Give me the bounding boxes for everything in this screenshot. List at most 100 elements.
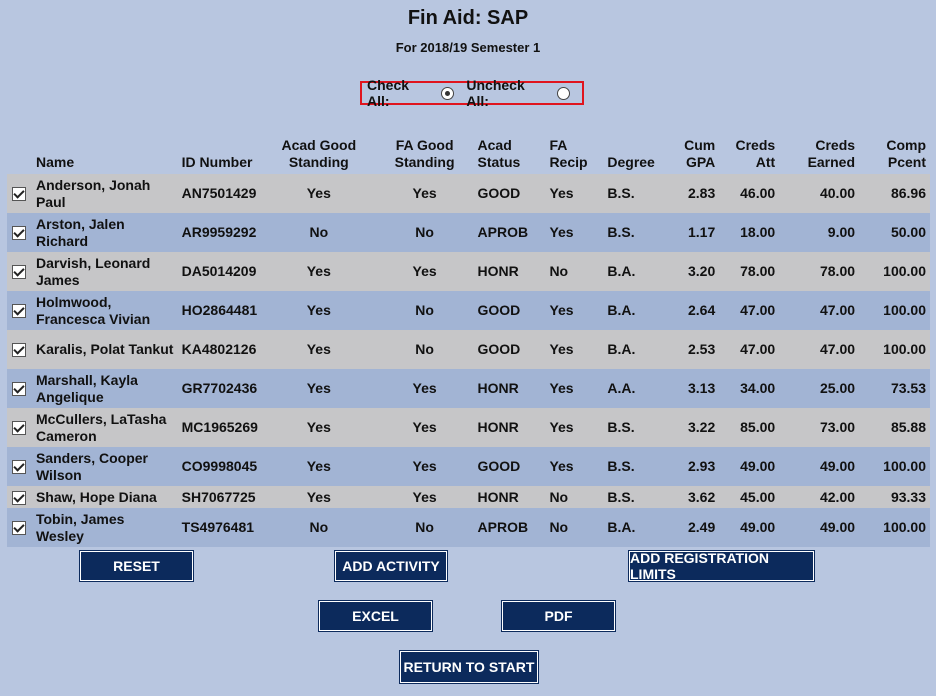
column-header-fa-recip: FA Recip <box>549 137 588 170</box>
cell-name: McCullers, LaTasha Cameron <box>35 410 167 444</box>
cell-comp-pcent: 73.53 <box>890 380 926 396</box>
table-row: McCullers, LaTasha Cameron MC1965269 Yes Ye… <box>7 408 930 447</box>
cell-creds-earned: 47.00 <box>819 302 856 318</box>
cell-name: Anderson, Jonah Paul <box>35 176 151 210</box>
table-header-row: Name ID Number Acad Good Standing FA Goo… <box>7 134 930 174</box>
excel-button[interactable]: EXCEL <box>319 601 432 631</box>
row-checkbox[interactable] <box>12 187 26 202</box>
table-row: Marshall, Kayla Angelique GR7702436 Yes Yes… <box>7 369 930 408</box>
table-row: Karalis, Polat Tankut KA4802126 Yes No GOOD Y… <box>7 330 930 369</box>
column-header-id: ID Number <box>181 154 253 170</box>
cell-creds-att: 47.00 <box>740 302 776 318</box>
cell-fa-good-standing: Yes <box>412 185 437 201</box>
cell-degree: B.A. <box>607 341 636 357</box>
cell-fa-recip: Yes <box>549 419 574 435</box>
return-to-start-button[interactable]: RETURN TO START <box>400 651 538 683</box>
cell-fa-good-standing: No <box>415 341 434 357</box>
cell-acad-good-standing: No <box>309 224 329 240</box>
cell-acad-good-standing: Yes <box>306 419 331 435</box>
row-checkbox[interactable] <box>12 460 26 475</box>
table-row: Darvish, Leonard James DA5014209 Yes Yes HON… <box>7 252 930 291</box>
row-checkbox[interactable] <box>12 226 26 241</box>
cell-cum-gpa: 1.17 <box>688 224 716 240</box>
row-checkbox[interactable] <box>12 265 26 280</box>
row-select-cell <box>7 213 32 252</box>
cell-fa-good-standing: No <box>415 519 434 535</box>
cell-name: Shaw, Hope Diana <box>35 488 157 505</box>
cell-creds-earned: 73.00 <box>819 419 856 435</box>
pdf-button[interactable]: PDF <box>502 601 615 631</box>
cell-creds-att: 47.00 <box>740 341 776 357</box>
cell-acad-good-standing: Yes <box>306 488 331 505</box>
cell-name: Darvish, Leonard James <box>35 254 151 288</box>
row-select-cell <box>7 447 32 486</box>
cell-acad-good-standing: Yes <box>306 302 331 318</box>
cell-creds-att: 46.00 <box>740 185 776 201</box>
cell-creds-att: 78.00 <box>740 263 776 279</box>
column-header-creds-earned: Creds Earned <box>807 137 856 170</box>
cell-acad-good-standing: Yes <box>306 263 331 279</box>
cell-cum-gpa: 2.83 <box>688 185 716 201</box>
row-checkbox[interactable] <box>12 521 26 536</box>
cell-acad-status: GOOD <box>477 458 521 474</box>
cell-acad-good-standing: Yes <box>306 458 331 474</box>
cell-name: Sanders, Cooper Wilson <box>35 449 148 483</box>
cell-creds-att: 18.00 <box>740 224 776 240</box>
column-header-fa-good: FA Good Standing <box>394 137 455 170</box>
cell-comp-pcent: 100.00 <box>883 302 926 318</box>
column-header-creds-att: Creds Att <box>735 137 776 170</box>
cell-name: Holmwood, Francesca Vivian <box>35 293 151 327</box>
table-row: Tobin, James Wesley TS4976481 No No APROB No B… <box>7 508 930 547</box>
column-header-degree: Degree <box>607 154 655 170</box>
column-header-cum-gpa: Cum GPA <box>684 137 716 170</box>
row-checkbox[interactable] <box>12 304 26 319</box>
cell-acad-status: APROB <box>477 519 529 535</box>
row-select-cell <box>7 486 32 508</box>
cell-cum-gpa: 3.13 <box>688 380 716 396</box>
cell-degree: B.S. <box>607 458 635 474</box>
cell-creds-earned: 49.00 <box>819 458 856 474</box>
table-row: Sanders, Cooper Wilson CO9998045 Yes Yes GOO… <box>7 447 930 486</box>
row-select-cell <box>7 330 32 369</box>
cell-creds-earned: 9.00 <box>827 224 856 240</box>
row-checkbox[interactable] <box>12 343 26 358</box>
cell-fa-recip: No <box>549 488 569 505</box>
cell-creds-earned: 40.00 <box>819 185 856 201</box>
cell-degree: B.A. <box>607 519 636 535</box>
uncheck-all-radio[interactable] <box>557 86 570 100</box>
cell-fa-recip: Yes <box>549 341 574 357</box>
cell-degree: A.A. <box>607 380 636 396</box>
cell-creds-earned: 78.00 <box>819 263 856 279</box>
cell-creds-earned: 25.00 <box>819 380 856 396</box>
row-select-cell <box>7 291 32 330</box>
table-row: Holmwood, Francesca Vivian HO2864481 Yes No… <box>7 291 930 330</box>
add-activity-button[interactable]: ADD ACTIVITY <box>335 551 447 581</box>
column-header-acad-status: Acad Status <box>477 137 521 170</box>
reset-button[interactable]: RESET <box>80 551 193 581</box>
row-checkbox[interactable] <box>12 382 26 397</box>
cell-fa-recip: Yes <box>549 185 574 201</box>
cell-name: Arston, Jalen Richard <box>35 215 125 249</box>
table-row: Shaw, Hope Diana SH7067725 Yes Yes HONR No B.S… <box>7 486 930 508</box>
cell-cum-gpa: 2.93 <box>688 458 716 474</box>
row-checkbox[interactable] <box>12 490 26 505</box>
cell-degree: B.A. <box>607 302 636 318</box>
cell-fa-good-standing: Yes <box>412 380 437 396</box>
cell-comp-pcent: 100.00 <box>883 341 926 357</box>
add-registration-limits-button[interactable]: ADD REGISTRATION LIMITS <box>629 550 814 582</box>
cell-id-number: GR7702436 <box>181 380 258 396</box>
cell-cum-gpa: 3.22 <box>688 419 716 435</box>
cell-cum-gpa: 3.20 <box>688 263 716 279</box>
cell-fa-good-standing: Yes <box>412 488 437 505</box>
cell-acad-status: HONR <box>477 419 519 435</box>
cell-comp-pcent: 86.96 <box>890 185 926 201</box>
cell-fa-recip: Yes <box>549 458 574 474</box>
cell-comp-pcent: 85.88 <box>890 419 926 435</box>
row-checkbox[interactable] <box>12 421 26 436</box>
row-select-cell <box>7 174 32 213</box>
column-header-name: Name <box>35 154 75 170</box>
check-all-radio[interactable] <box>441 86 455 100</box>
cell-acad-good-standing: Yes <box>306 185 331 201</box>
table-row: Anderson, Jonah Paul AN7501429 Yes Yes GOOD Y… <box>7 174 930 213</box>
cell-cum-gpa: 2.49 <box>688 519 716 535</box>
